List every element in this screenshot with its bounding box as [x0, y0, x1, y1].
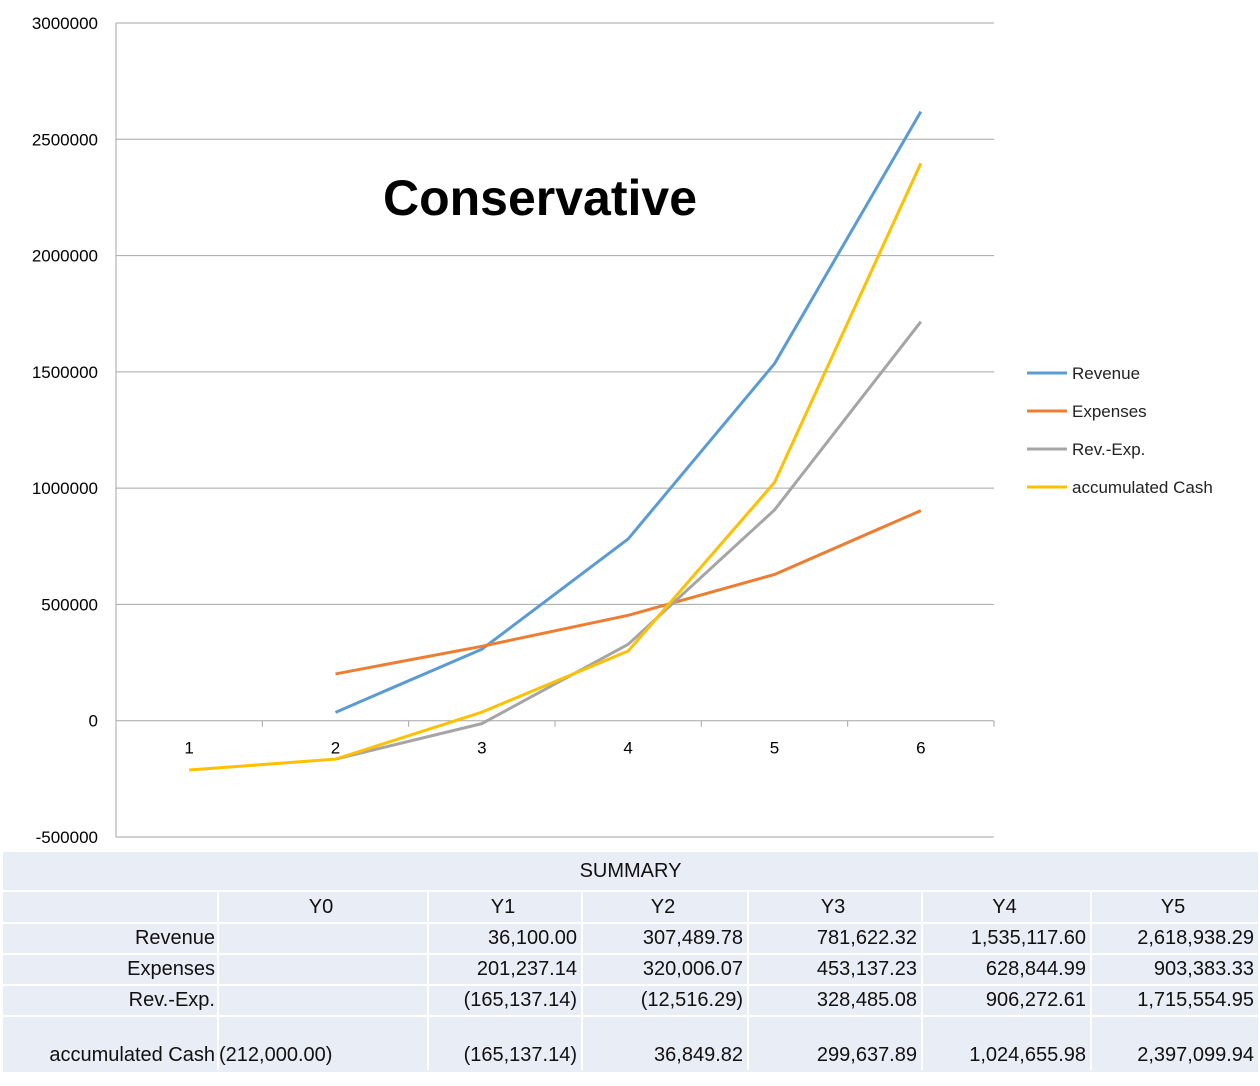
table-cell: 1,024,655.98: [923, 1017, 1088, 1070]
summary-table: SUMMARY Y0 Y1 Y2 Y3 Y4 Y5 Revenue 36,100.00 307,4…: [3, 852, 1258, 1072]
table-divider: [921, 892, 923, 1070]
y-tick-label: 3000000: [32, 14, 98, 33]
series-line-rev-exp-: [335, 320, 923, 761]
table-cell: 906,272.61: [923, 986, 1088, 1015]
series-line-expenses: [335, 509, 922, 676]
table-divider: [3, 1015, 1258, 1017]
y-tick-label: 1500000: [32, 363, 98, 382]
table-divider: [3, 984, 1258, 986]
x-tick-label: 1: [184, 739, 193, 758]
series-line-accumulated-cash: [189, 162, 923, 772]
table-cell: 1,535,117.60: [923, 924, 1088, 953]
table-divider: [1090, 892, 1092, 1070]
table-cell: 903,383.33: [1092, 955, 1256, 984]
legend-label: Rev.-Exp.: [1072, 440, 1145, 459]
column-header: [3, 892, 215, 922]
table-divider: [427, 892, 429, 1070]
x-tick-label: 4: [623, 739, 632, 758]
table-cell: 307,489.78: [583, 924, 745, 953]
table-divider: [581, 892, 583, 1070]
y-tick-label: 2000000: [32, 247, 98, 266]
table-divider: [747, 892, 749, 1070]
table-divider: [3, 890, 1258, 892]
table-cell: 781,622.32: [749, 924, 919, 953]
column-header: Y3: [747, 892, 919, 922]
table-cell: 36,849.82: [583, 1017, 745, 1070]
x-tick-label: 6: [916, 739, 925, 758]
table-cell: 320,006.07: [583, 955, 745, 984]
table-cell: 36,100.00: [429, 924, 579, 953]
table-divider: [217, 892, 219, 1070]
table-cell: 201,237.14: [429, 955, 579, 984]
table-divider: [3, 953, 1258, 955]
y-tick-label: -500000: [36, 828, 98, 847]
series-line-revenue: [334, 110, 923, 714]
y-tick-label: 2500000: [32, 130, 98, 149]
column-header: Y0: [217, 892, 425, 922]
column-header: Y4: [921, 892, 1088, 922]
table-cell: (165,137.14): [429, 986, 579, 1015]
chart-title: Conservative: [383, 170, 697, 226]
row-label: accumulated Cash: [3, 1017, 217, 1070]
row-label: Revenue: [3, 924, 217, 953]
table-cell: 2,618,938.29: [1092, 924, 1256, 953]
y-tick-label: 1000000: [32, 479, 98, 498]
table-cell: [219, 924, 425, 953]
table-cell: 453,137.23: [749, 955, 919, 984]
legend-label: Expenses: [1072, 402, 1147, 421]
y-tick-label: 500000: [41, 595, 98, 614]
y-tick-label: 0: [89, 712, 98, 731]
table-cell: (12,516.29): [583, 986, 745, 1015]
legend-label: Revenue: [1072, 364, 1140, 383]
table-cell: 328,485.08: [749, 986, 919, 1015]
x-tick-label: 2: [331, 739, 340, 758]
table-cell: 2,397,099.94: [1092, 1017, 1256, 1070]
legend-label: accumulated Cash: [1072, 478, 1213, 497]
line-chart: -500000 0 500000 1000000 1500000 2000000 25000…: [32, 14, 1213, 847]
table-cell: (165,137.14): [429, 1017, 579, 1070]
row-label: Rev.-Exp.: [3, 986, 217, 1015]
table-cell: (212,000.00): [219, 1044, 333, 1066]
x-tick-label: 5: [770, 739, 779, 758]
row-label: Expenses: [3, 955, 217, 984]
table-cell: 1,715,554.95: [1092, 986, 1256, 1015]
table-divider: [3, 922, 1258, 924]
column-header: Y1: [427, 892, 579, 922]
table-cell: 628,844.99: [923, 955, 1088, 984]
summary-title: SUMMARY: [3, 852, 1258, 890]
table-cell: 299,637.89: [749, 1017, 919, 1070]
column-header: Y2: [581, 892, 745, 922]
column-header: Y5: [1090, 892, 1256, 922]
table-cell: [219, 986, 425, 1015]
table-cell: [219, 955, 425, 984]
x-tick-label: 3: [477, 739, 486, 758]
